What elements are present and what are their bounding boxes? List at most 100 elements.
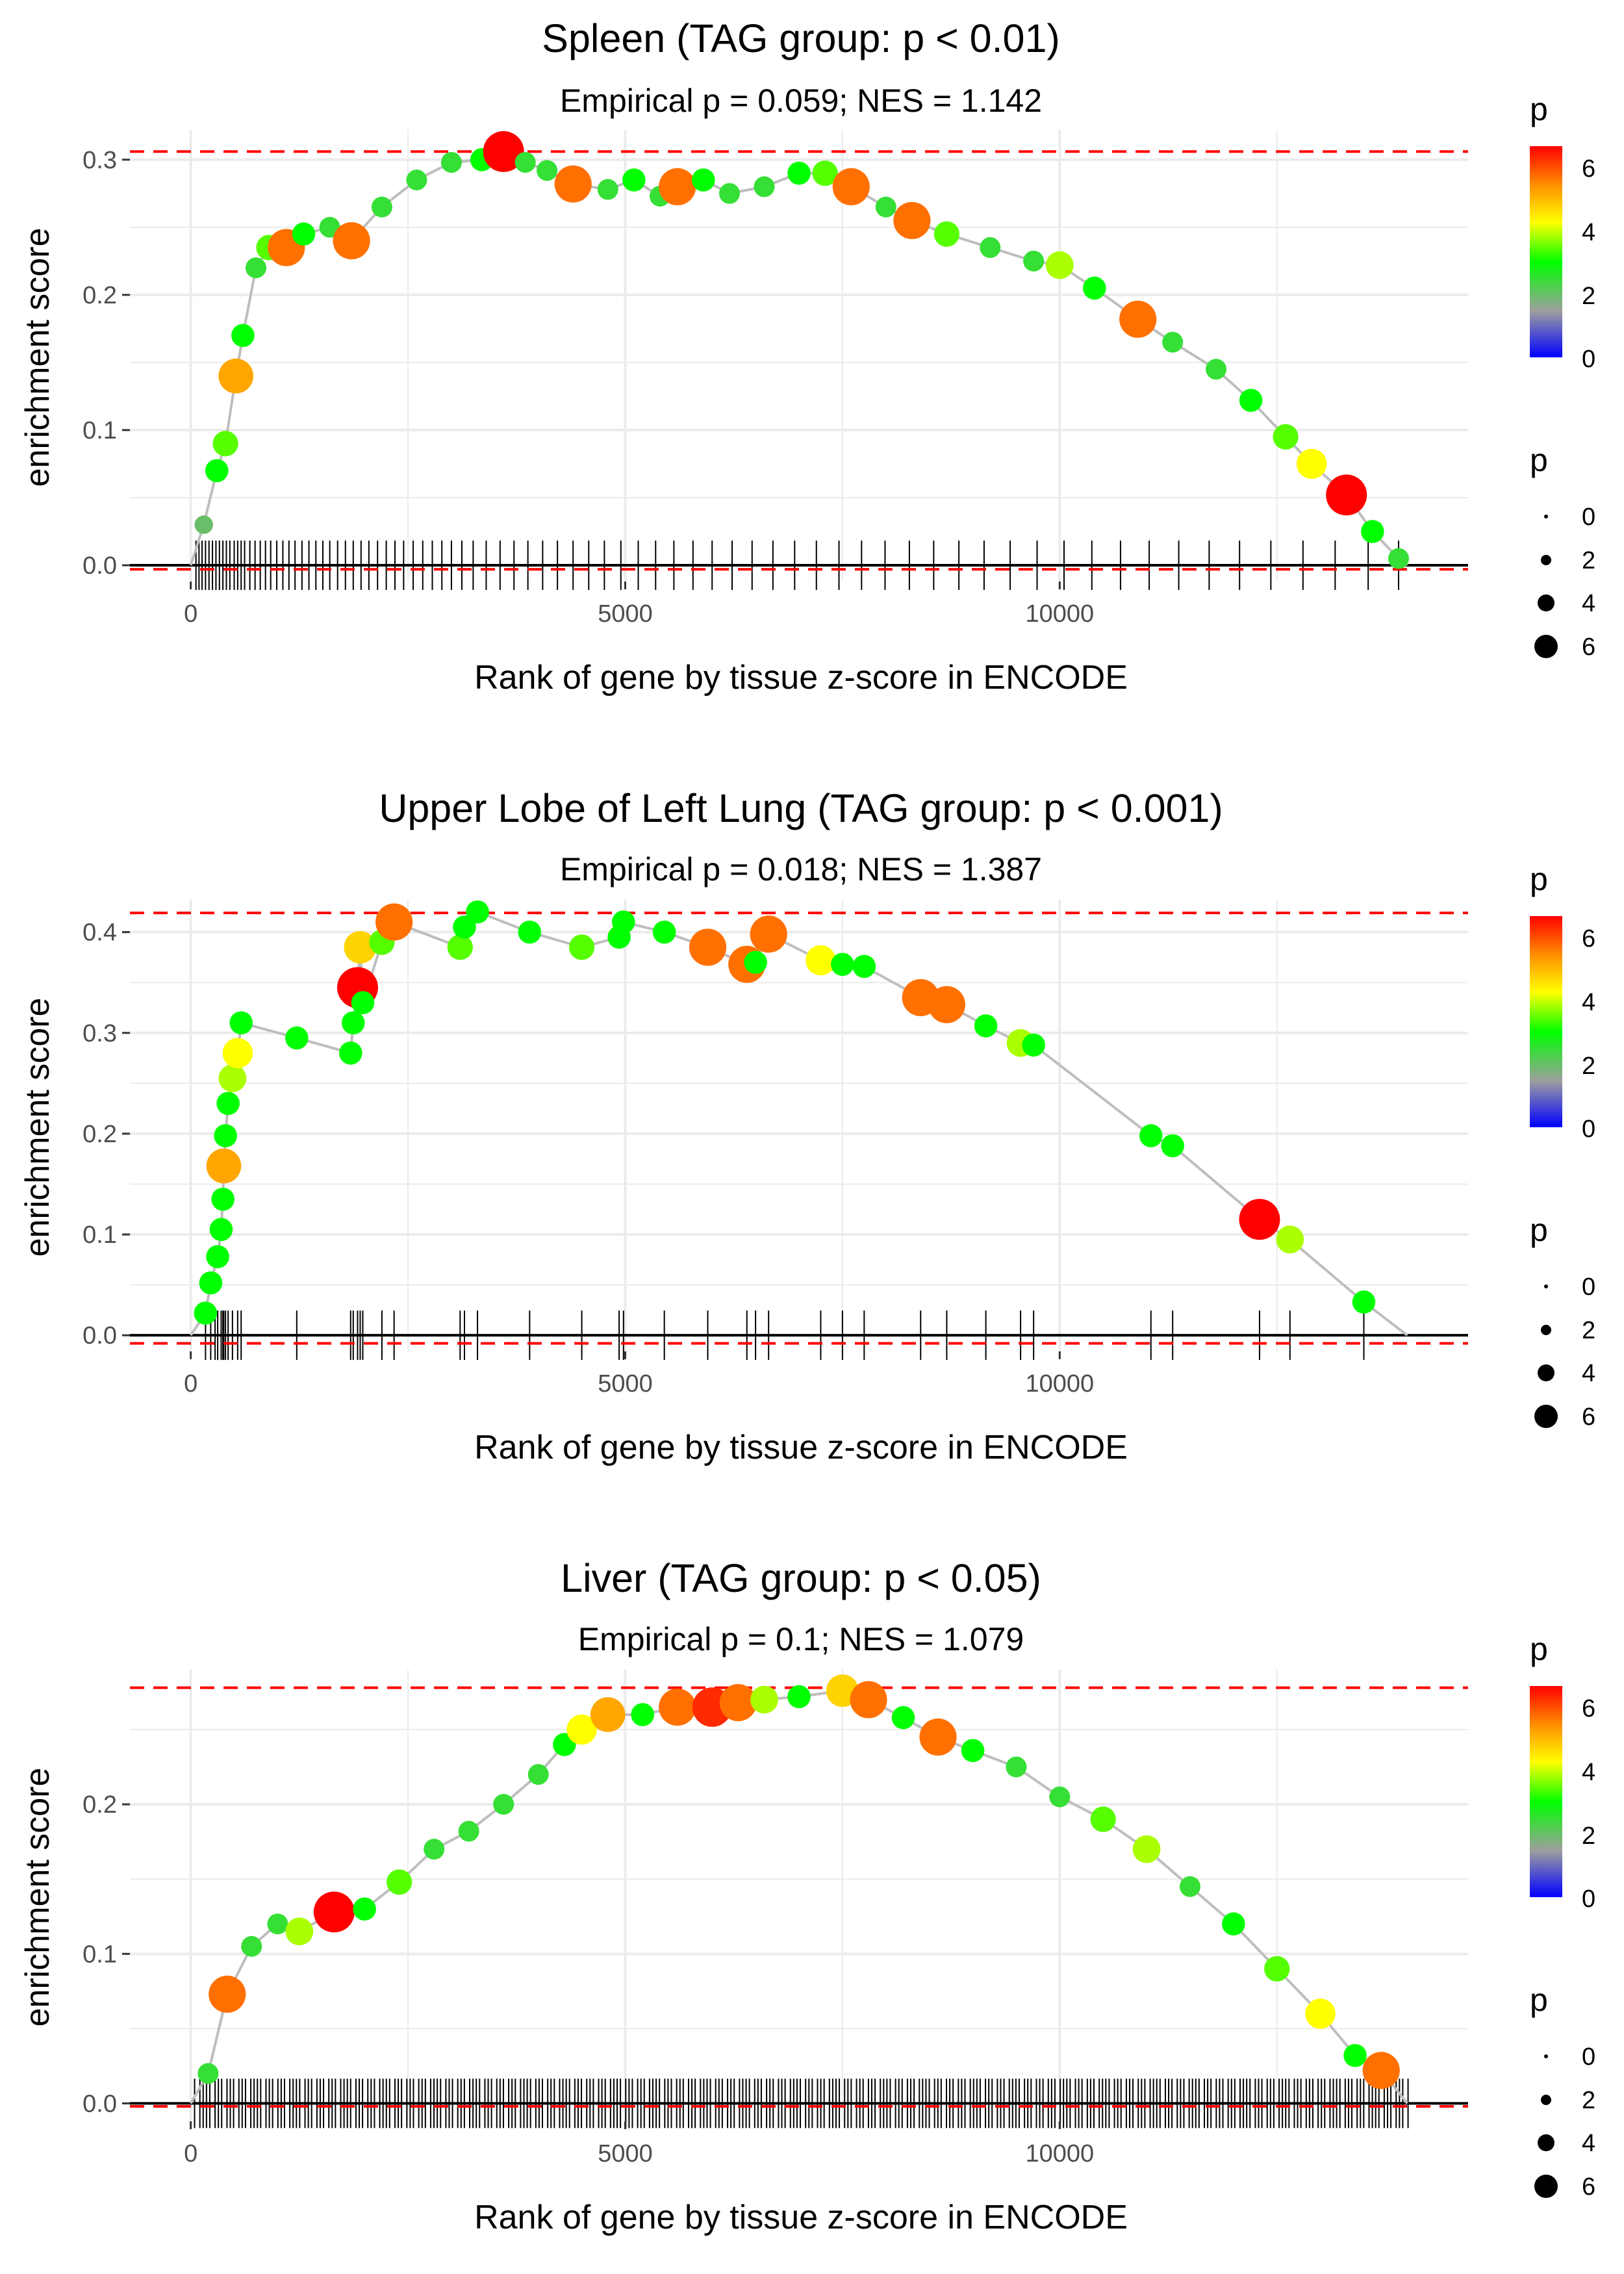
es-point: [919, 1718, 957, 1756]
chart-subtitle: Empirical p = 0.018; NES = 1.387: [560, 851, 1042, 888]
axes: 0.0 0.1 0.2 0.3 0.4 0 5000 10000: [82, 919, 1094, 1398]
y-tick-label: 0.1: [82, 417, 117, 444]
es-point: [554, 165, 592, 203]
es-point: [344, 930, 377, 964]
es-point: [1297, 448, 1327, 479]
size-legend-title: p: [1530, 1982, 1548, 2018]
legend-lung: p 6 4 2 0 p 0 2 4 6: [1530, 861, 1595, 1431]
es-point: [875, 196, 896, 218]
x-tick-label: 10000: [1025, 600, 1094, 628]
es-point: [292, 222, 316, 246]
x-axis-title: Rank of gene by tissue z-score in ENCODE: [474, 1429, 1128, 1466]
es-line: [189, 910, 1408, 1336]
es-point: [1273, 424, 1299, 450]
grid: [130, 130, 1468, 581]
es-point: [787, 1685, 811, 1709]
size-legend-title: p: [1530, 442, 1548, 478]
es-point: [241, 1935, 262, 1957]
es-point: [338, 1041, 362, 1065]
es-point: [375, 903, 413, 941]
colorbar-label: 0: [1582, 346, 1595, 373]
es-point: [197, 2063, 219, 2084]
es-point: [216, 1092, 240, 1116]
es-point: [1343, 2043, 1367, 2067]
reference-lines: [130, 150, 1468, 571]
es-point: [229, 1011, 253, 1035]
panel-spleen: Spleen (TAG group: p < 0.01) Empirical p…: [19, 16, 1468, 696]
size-legend-label: 0: [1582, 504, 1595, 531]
size-legend-key: [1534, 2175, 1558, 2198]
es-point: [1132, 1835, 1161, 1863]
y-tick-label: 0.0: [82, 1322, 117, 1349]
y-tick-label: 0.0: [82, 552, 117, 580]
size-legend-key: [1534, 1405, 1558, 1428]
x-tick-label: 0: [184, 1370, 197, 1398]
es-point: [1179, 1876, 1200, 1897]
es-point: [387, 1869, 412, 1895]
chart-title: Upper Lobe of Left Lung (TAG group: p < …: [379, 786, 1223, 830]
es-point: [341, 1011, 365, 1035]
colorbar-label: 4: [1582, 1759, 1595, 1786]
y-tick-label: 0.2: [82, 1791, 117, 1819]
es-point: [447, 934, 473, 960]
colorbar: [1530, 146, 1562, 357]
es-point: [718, 183, 740, 204]
y-tick-label: 0.1: [82, 1941, 117, 1968]
es-point: [371, 196, 392, 218]
es-point: [850, 1681, 887, 1718]
es-point: [622, 168, 646, 192]
x-tick-label: 5000: [598, 2140, 653, 2167]
es-point: [458, 1820, 479, 1842]
grid: [130, 900, 1468, 1351]
es-point: [222, 1038, 253, 1069]
legend-liver: p 6 4 2 0 p 0 2 4 6: [1530, 1631, 1595, 2201]
es-point: [214, 1124, 237, 1147]
es-point: [1388, 548, 1409, 569]
y-tick-label: 0.1: [82, 1221, 117, 1249]
x-axis-title: Rank of gene by tissue z-score in ENCODE: [474, 2199, 1128, 2236]
es-point: [1006, 1756, 1027, 1778]
y-tick-label: 0.4: [82, 919, 117, 947]
panel-lung: Upper Lobe of Left Lung (TAG group: p < …: [19, 786, 1468, 1466]
es-line: [189, 1689, 1408, 2104]
es-point: [750, 1685, 778, 1714]
es-point: [1119, 300, 1157, 338]
es-line: [189, 150, 1408, 567]
es-point: [744, 951, 767, 974]
size-legend-label: 2: [1582, 2087, 1595, 2114]
es-point: [1022, 1033, 1045, 1057]
es-point: [537, 160, 558, 181]
es-point: [466, 900, 489, 924]
size-legend-label: 2: [1582, 547, 1595, 574]
es-point: [754, 176, 775, 198]
x-tick-label: 10000: [1025, 2140, 1094, 2167]
es-point: [211, 1187, 235, 1211]
colorbar-legend-title: p: [1530, 91, 1548, 127]
es-point: [812, 160, 838, 186]
size-legend-key: [1544, 515, 1548, 518]
size-legend-title: p: [1530, 1212, 1548, 1248]
es-point: [1139, 1124, 1163, 1147]
x-tick-label: 5000: [598, 1370, 653, 1398]
es-point: [1023, 250, 1045, 272]
x-axis-title: Rank of gene by tissue z-score in ENCODE: [474, 659, 1128, 696]
es-point: [750, 915, 787, 953]
chart-subtitle: Empirical p = 0.1; NES = 1.079: [578, 1621, 1024, 1657]
size-legend-label: 2: [1582, 1317, 1595, 1344]
colorbar-legend-title: p: [1530, 861, 1548, 897]
size-legend-key: [1538, 1364, 1554, 1381]
es-point: [218, 1064, 247, 1092]
es-point: [333, 222, 370, 260]
es-point: [566, 1714, 597, 1745]
es-point: [1305, 1999, 1336, 2029]
axes: 0.0 0.1 0.2 0 5000 10000: [82, 1791, 1094, 2167]
es-point: [267, 1913, 288, 1935]
size-legend-label: 6: [1582, 1403, 1595, 1431]
es-point: [1239, 1199, 1280, 1240]
colorbar-label: 2: [1582, 1053, 1595, 1080]
colorbar-label: 0: [1582, 1885, 1595, 1913]
es-point: [209, 1218, 233, 1242]
es-point: [631, 1703, 655, 1726]
es-point: [1083, 276, 1106, 300]
